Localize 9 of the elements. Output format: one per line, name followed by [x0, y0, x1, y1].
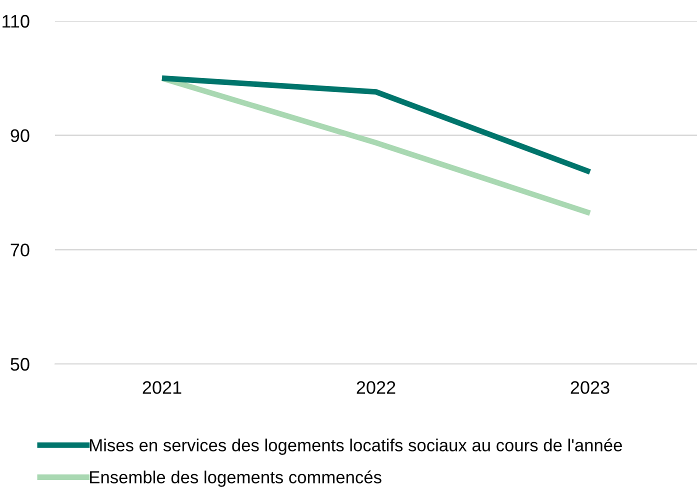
y-tick-label: 110	[2, 14, 30, 28]
y-tick-label: 50	[10, 358, 30, 371]
x-tick-label: 2021	[142, 381, 182, 394]
y-tick-label: 70	[10, 244, 30, 256]
x-tick-label: 2023	[570, 381, 610, 394]
legend-label: Ensemble des logements commencés	[90, 470, 382, 487]
legend-label: Mises en services des logements locatifs sociaux au cours de l'année	[90, 438, 622, 455]
y-tick-label: 90	[10, 129, 30, 142]
x-tick-label: 2022	[356, 381, 396, 394]
